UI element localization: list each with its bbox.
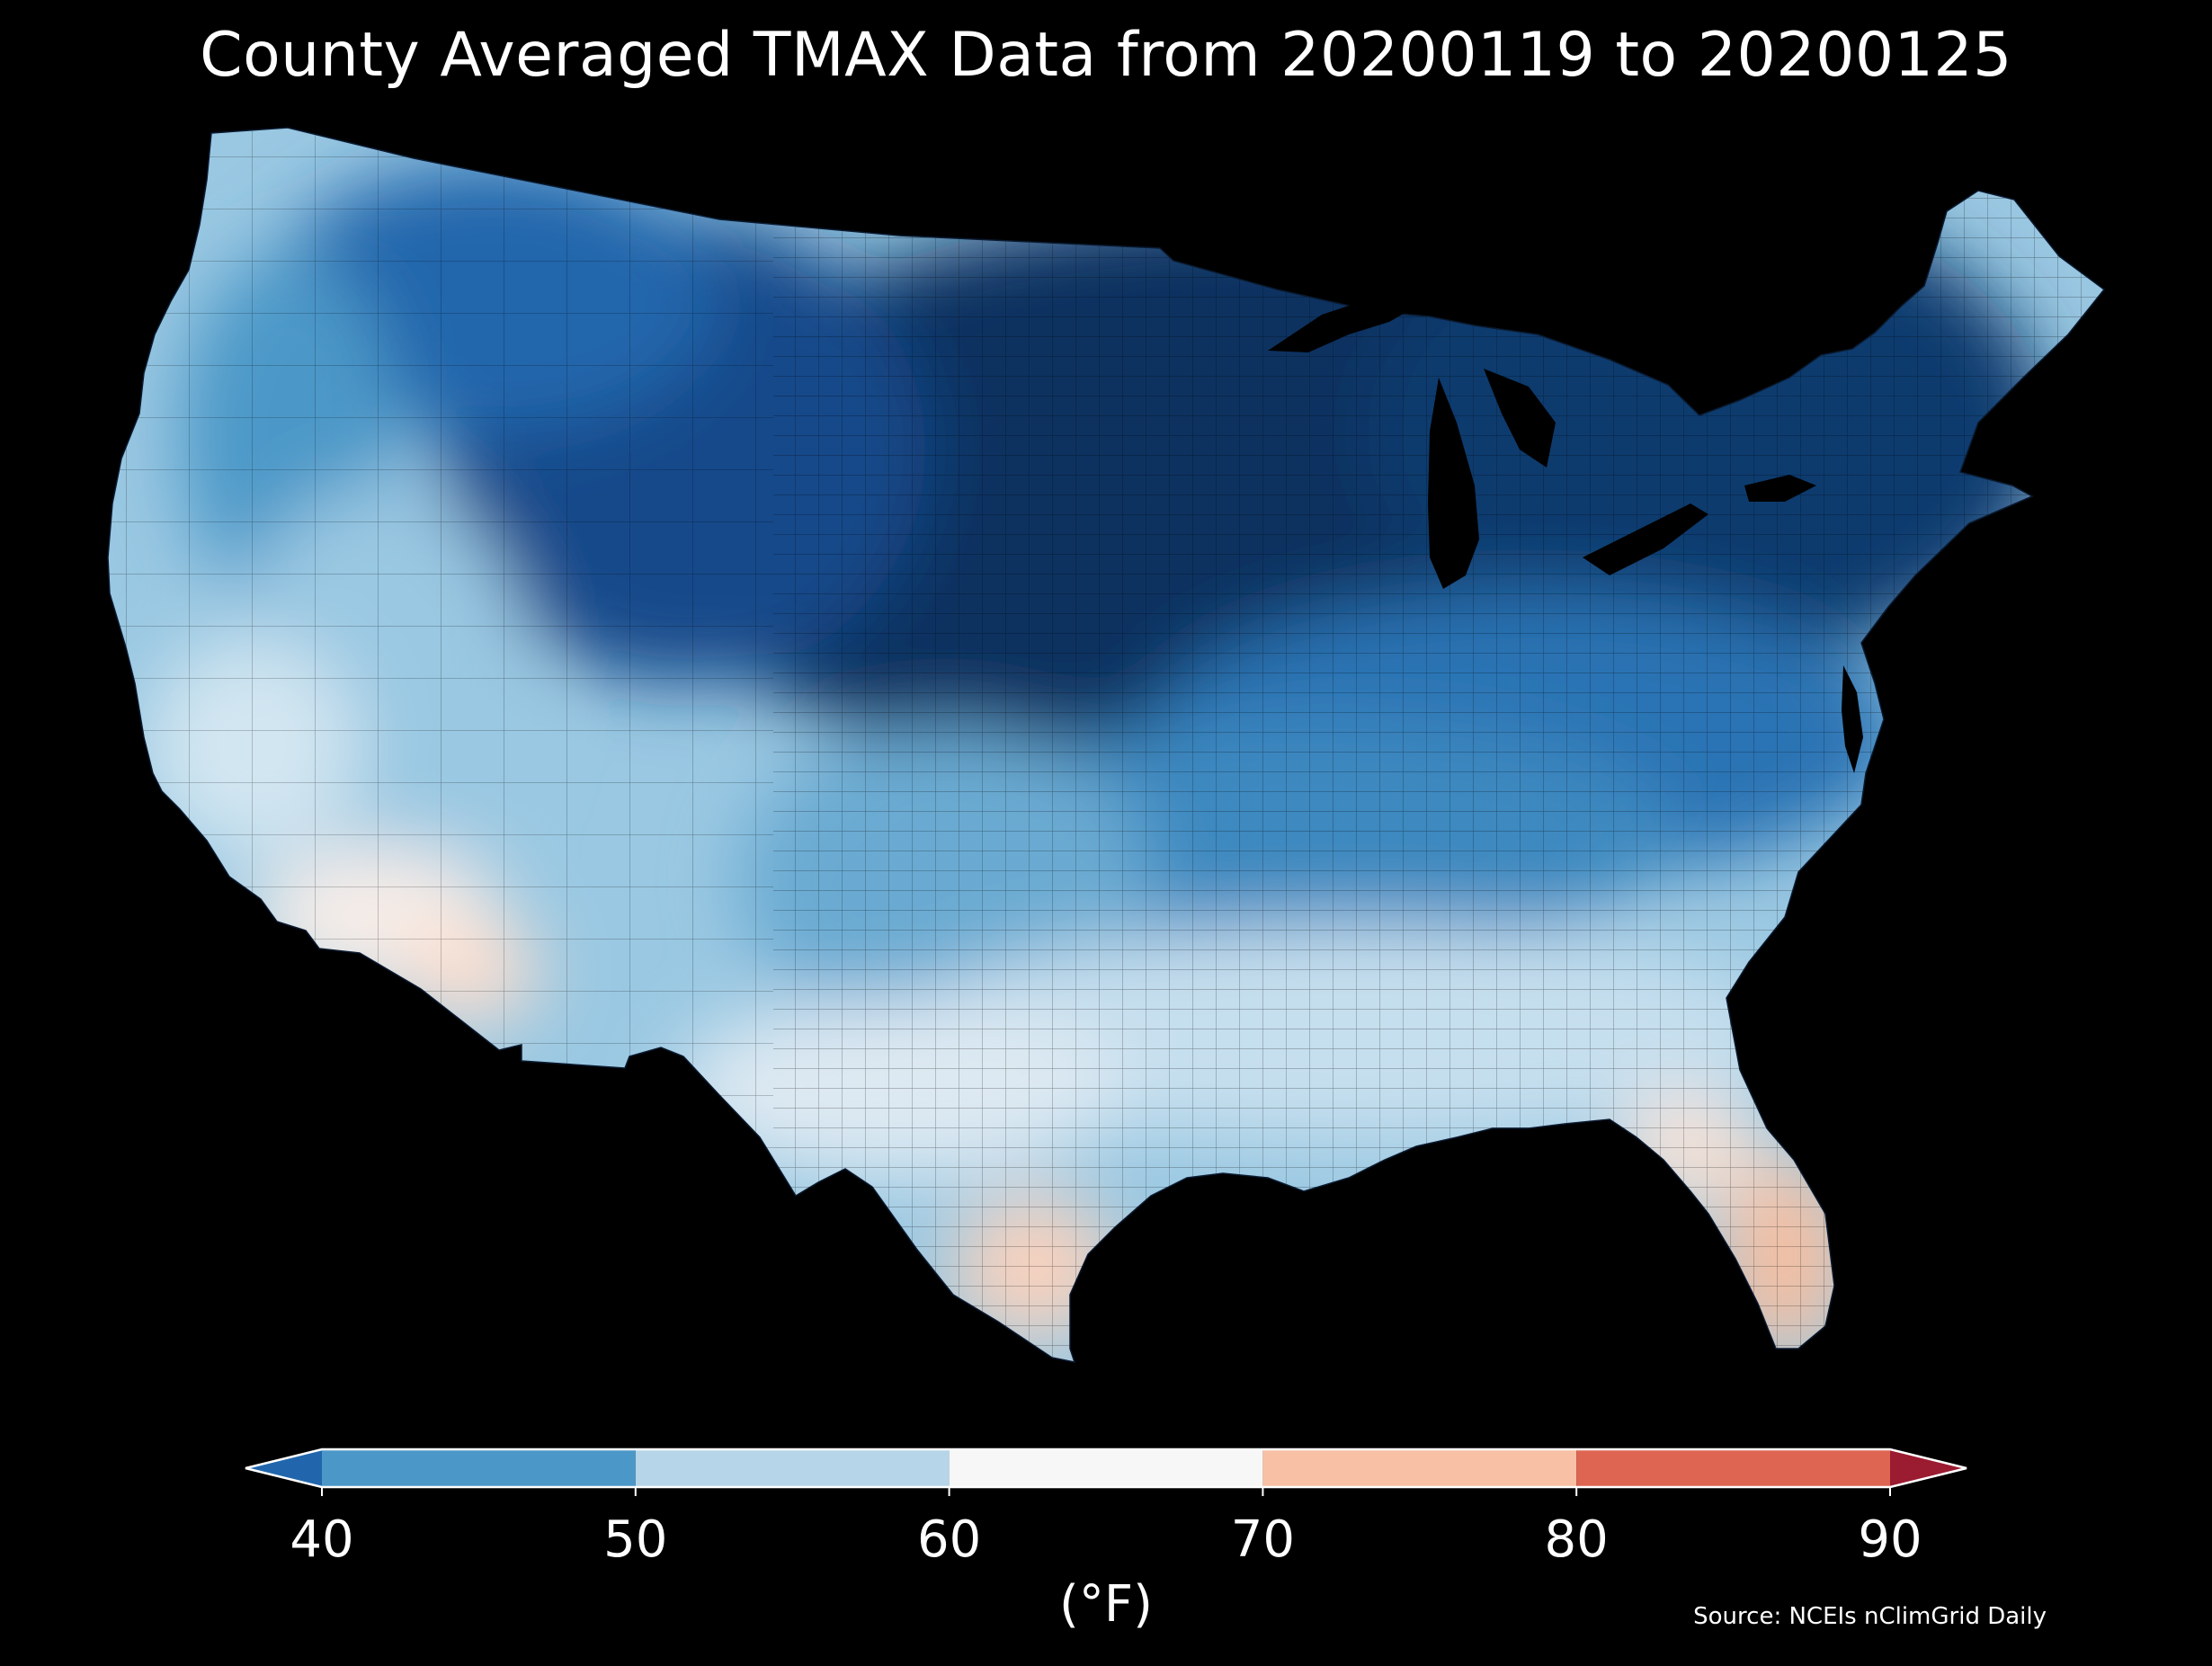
colorbar-tick-label-90: 90 [1858, 1510, 1922, 1569]
colorbar-segment-40-50 [322, 1449, 636, 1487]
colorbar-tick-label-40: 40 [290, 1510, 354, 1569]
us-outline [107, 127, 2106, 1363]
lake-huron [1484, 369, 1556, 468]
colorbar-tick-label-80: 80 [1544, 1510, 1609, 1569]
source-credit: Source: NCEIs nClimGrid Daily [1693, 1603, 2047, 1630]
map-title: County Averaged TMAX Data from 20200119 … [200, 20, 2012, 91]
colorbar-max-extend-arrow [1890, 1449, 1967, 1487]
chesapeake-bay [1842, 665, 1863, 773]
colorbar [245, 1448, 1967, 1496]
colorbar-tick-label-70: 70 [1230, 1510, 1296, 1569]
colorbar-min-extend-arrow [245, 1449, 322, 1487]
colorbar-tick-label-60: 60 [916, 1510, 982, 1569]
lake-ontario [1744, 475, 1816, 502]
great-lakes [1268, 297, 1863, 773]
colorbar-label: (°F) [1059, 1575, 1153, 1634]
colorbar-segment-80-90 [1576, 1449, 1890, 1487]
us-county-map [107, 127, 2106, 1363]
colorbar-tick-label-50: 50 [603, 1510, 668, 1569]
colorbar-segment-60-70 [949, 1449, 1263, 1487]
colorbar-segment-70-80 [1262, 1449, 1577, 1487]
lake-michigan [1428, 378, 1479, 589]
colorbar-segment-50-60 [635, 1449, 950, 1487]
lake-superior [1268, 297, 1421, 352]
lake-erie [1583, 503, 1708, 575]
